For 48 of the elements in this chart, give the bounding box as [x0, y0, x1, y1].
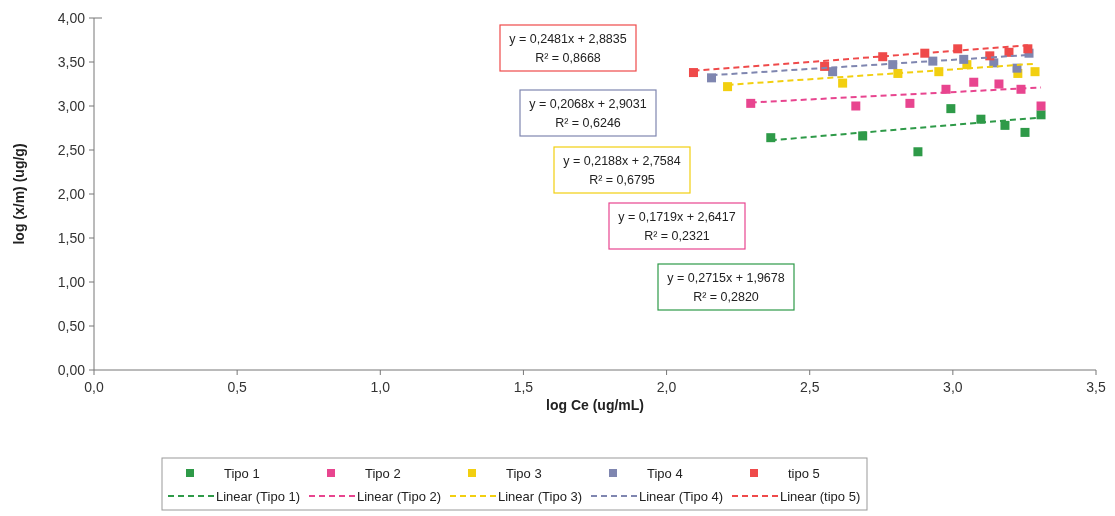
- point: [1036, 101, 1046, 111]
- x-tick-label: 3,0: [943, 379, 963, 395]
- point: [723, 82, 733, 92]
- annotation: y = 0,2481x + 2,8835 R² = 0,8668: [509, 32, 627, 65]
- point: [1000, 120, 1010, 130]
- annotation: y = 0,2715x + 1,9678 R² = 0,2820: [667, 271, 785, 304]
- point: [746, 98, 756, 108]
- y-tick-label: 3,50: [57, 54, 86, 70]
- annotation: y = 0,2068x + 2,9031 R² = 0,6246: [529, 97, 647, 130]
- legend-label: Linear (tipo 5): [780, 489, 861, 504]
- legend-label: Tipo 4: [647, 466, 683, 481]
- y-tick-label: 0,50: [57, 318, 86, 334]
- y-tick-label: 2,00: [57, 186, 86, 202]
- y-tick-label: 3,00: [57, 98, 86, 114]
- y-tick-label: 4,00: [57, 10, 86, 26]
- legend-label: tipo 5: [788, 466, 820, 481]
- x-tick-label: 1,0: [370, 379, 391, 395]
- x-tick-label: 0,0: [84, 379, 104, 395]
- point: [838, 78, 848, 88]
- y-tick-label: 0,00: [57, 362, 86, 378]
- annotation: y = 0,1719x + 2,6417 R² = 0,2321: [618, 210, 736, 243]
- x-tick-label: 3,5: [1086, 379, 1106, 395]
- y-axis-title: log (x/m) (ug/g): [11, 143, 27, 245]
- point: [905, 98, 915, 108]
- x-tick-label: 1,5: [513, 379, 534, 395]
- point: [851, 101, 861, 111]
- point: [969, 77, 979, 87]
- y-tick-label: 1,00: [57, 274, 86, 290]
- x-tick-label: 2,0: [656, 379, 677, 395]
- point: [1030, 67, 1040, 77]
- legend-label: Linear (Tipo 1): [216, 489, 301, 504]
- legend-label: Linear (Tipo 2): [357, 489, 442, 504]
- x-tick-label: 0,5: [227, 379, 248, 395]
- point: [766, 133, 776, 143]
- x-axis-title: log Ce (ug/mL): [546, 397, 644, 413]
- legend-label: Tipo 1: [224, 466, 260, 481]
- legend-label: Tipo 2: [365, 466, 401, 481]
- y-tick-label: 2,50: [57, 142, 86, 158]
- point: [994, 79, 1004, 89]
- legend-label: Linear (Tipo 4): [639, 489, 724, 504]
- annotation: y = 0,2188x + 2,7584 R² = 0,6795: [563, 154, 681, 187]
- legend-label: Linear (Tipo 3): [498, 489, 583, 504]
- y-tick-label: 1,50: [57, 230, 86, 246]
- point: [913, 147, 923, 157]
- legend-label: Tipo 3: [506, 466, 542, 481]
- point: [1020, 127, 1030, 137]
- x-tick-label: 2,5: [799, 379, 820, 395]
- point: [946, 104, 956, 114]
